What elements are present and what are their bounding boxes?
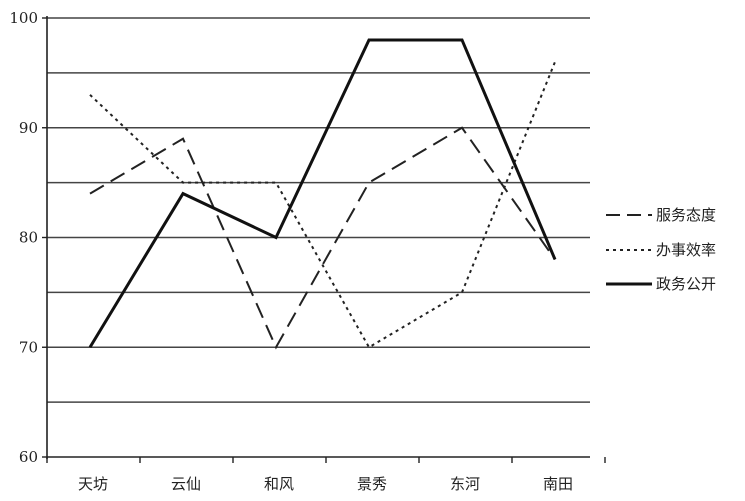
x-tick-label: 和风 <box>264 475 294 493</box>
data-point <box>274 181 278 185</box>
legend-label: 政务公开 <box>656 275 716 293</box>
x-tick-label: 南田 <box>543 475 573 493</box>
series-line-3 <box>88 38 557 349</box>
series-line-2 <box>89 61 556 349</box>
legend-label: 服务态度 <box>656 206 716 224</box>
axes <box>42 16 606 463</box>
y-tick-label: 60 <box>19 448 38 466</box>
data-point <box>460 38 464 42</box>
y-axis-tick-labels: 60 70 80 90 100 <box>9 9 38 466</box>
data-point <box>553 257 557 261</box>
series-lines <box>88 38 557 350</box>
data-point <box>88 192 92 196</box>
series-line-1 <box>89 126 556 350</box>
data-point <box>274 236 278 240</box>
data-point <box>274 345 278 349</box>
grid-lines <box>47 17 590 403</box>
y-tick-label: 70 <box>19 338 38 356</box>
y-tick-label: 100 <box>9 9 38 27</box>
data-point <box>367 345 371 349</box>
data-point <box>181 137 185 141</box>
data-point <box>181 192 185 196</box>
x-tick-label: 云仙 <box>171 475 201 493</box>
data-point <box>460 290 464 294</box>
x-tick-label: 天坊 <box>78 475 108 493</box>
data-point <box>367 181 371 185</box>
x-axis-tick-labels: 天坊 云仙 和风 景秀 东河 南田 <box>78 475 573 493</box>
data-point <box>367 38 371 42</box>
y-tick-label: 80 <box>19 229 38 247</box>
data-point <box>553 60 557 64</box>
data-point <box>181 181 185 185</box>
y-tick-label: 90 <box>19 119 38 137</box>
legend-label: 办事效率 <box>656 241 716 259</box>
data-point <box>88 93 92 97</box>
data-point <box>460 126 464 130</box>
data-point <box>88 345 92 349</box>
x-tick-label: 东河 <box>450 475 480 493</box>
x-tick-label: 景秀 <box>357 475 387 493</box>
